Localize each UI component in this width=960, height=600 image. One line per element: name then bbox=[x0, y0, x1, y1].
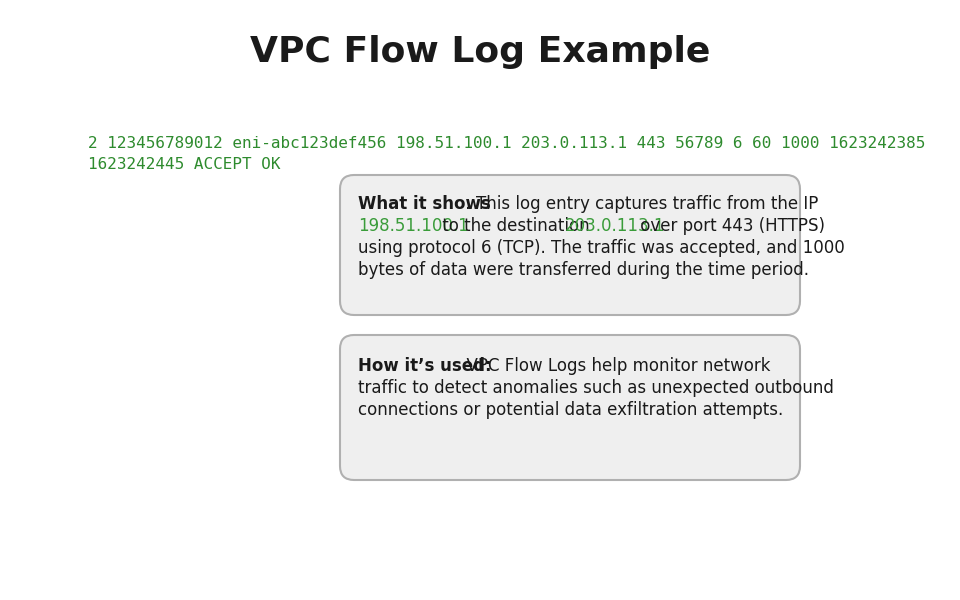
Text: bytes of data were transferred during the time period.: bytes of data were transferred during th… bbox=[358, 261, 809, 279]
Text: connections or potential data exfiltration attempts.: connections or potential data exfiltrati… bbox=[358, 401, 783, 419]
Text: What it shows: What it shows bbox=[358, 195, 491, 213]
Text: 1623242445 ACCEPT OK: 1623242445 ACCEPT OK bbox=[88, 157, 280, 172]
Text: VPC Flow Log Example: VPC Flow Log Example bbox=[250, 35, 710, 69]
FancyBboxPatch shape bbox=[340, 335, 800, 480]
Text: traffic to detect anomalies such as unexpected outbound: traffic to detect anomalies such as unex… bbox=[358, 379, 834, 397]
Text: to the destination: to the destination bbox=[437, 217, 595, 235]
Text: using protocol 6 (TCP). The traffic was accepted, and 1000: using protocol 6 (TCP). The traffic was … bbox=[358, 239, 845, 257]
FancyBboxPatch shape bbox=[340, 175, 800, 315]
Text: 2 123456789012 eni-abc123def456 198.51.100.1 203.0.113.1 443 56789 6 60 1000 162: 2 123456789012 eni-abc123def456 198.51.1… bbox=[88, 136, 925, 151]
Text: How it’s used:: How it’s used: bbox=[358, 357, 492, 375]
Text: 203.0.113.1: 203.0.113.1 bbox=[565, 217, 665, 235]
Text: over port 443 (HTTPS): over port 443 (HTTPS) bbox=[635, 217, 825, 235]
Text: 198.51.100.1: 198.51.100.1 bbox=[358, 217, 468, 235]
Text: : This log entry captures traffic from the IP: : This log entry captures traffic from t… bbox=[465, 195, 818, 213]
Text: VPC Flow Logs help monitor network: VPC Flow Logs help monitor network bbox=[456, 357, 771, 375]
